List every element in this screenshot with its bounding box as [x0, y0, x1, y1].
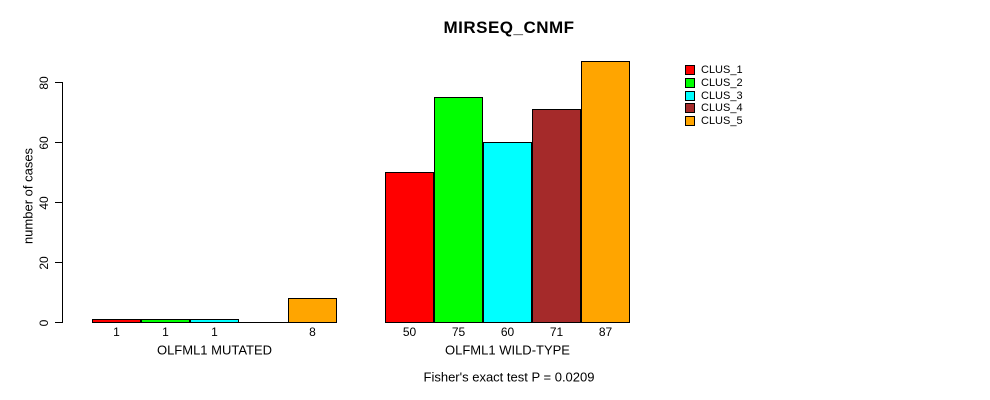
bar-value-label: 1 — [162, 325, 169, 339]
bar-clus_3-olfml1-mutated — [190, 319, 239, 323]
bar-value-label: 50 — [402, 325, 417, 339]
y-axis-tick — [55, 142, 62, 144]
legend-swatch-clus_1 — [685, 65, 695, 75]
legend-swatch-clus_5 — [685, 116, 695, 127]
legend-label-clus_5: CLUS_5 — [701, 115, 743, 128]
bar-clus_2-olfml1-wild-type — [434, 97, 483, 323]
bar-value-label: 8 — [309, 325, 316, 339]
bar-value-label: 1 — [113, 325, 120, 339]
bar-clus_2-olfml1-mutated — [141, 319, 190, 323]
group-label-0: OLFML1 MUTATED — [156, 342, 273, 358]
bar-value-label: 1 — [211, 325, 218, 339]
group-label-1: OLFML1 WILD-TYPE — [445, 342, 570, 358]
y-axis-tick — [55, 82, 62, 84]
bar-clus_5-olfml1-mutated — [288, 298, 337, 323]
legend-label-clus_4: CLUS_4 — [701, 102, 743, 115]
legend-label-clus_2: CLUS_2 — [701, 76, 743, 89]
legend-label-clus_1: CLUS_1 — [701, 64, 743, 76]
bar-value-label: 75 — [451, 325, 466, 339]
bar-clus_3-olfml1-wild-type — [483, 142, 532, 323]
bar-clus_1-olfml1-mutated — [92, 319, 141, 323]
y-axis-tick — [55, 202, 62, 204]
legend-swatch-clus_2 — [685, 77, 695, 88]
bar-clus_5-olfml1-wild-type — [581, 61, 630, 323]
chart-title: MIRSEQ_CNMF — [443, 18, 575, 37]
bar-value-label: 71 — [549, 325, 564, 339]
y-axis-tick — [55, 262, 62, 264]
zero-bar-clus_4-olfml1-mutated — [239, 322, 288, 324]
legend-label-clus_3: CLUS_3 — [701, 89, 743, 102]
legend-swatch-clus_4 — [685, 103, 695, 114]
bar-value-label: 60 — [500, 325, 515, 339]
bar-clus_4-olfml1-wild-type — [532, 109, 581, 323]
bar-value-label: 87 — [598, 325, 613, 339]
y-axis-tick — [55, 322, 62, 324]
legend-swatch-clus_3 — [685, 90, 695, 101]
fisher-test-annotation: Fisher's exact test P = 0.0209 — [423, 369, 595, 385]
bar-clus_1-olfml1-wild-type — [385, 172, 434, 323]
y-axis-line — [62, 82, 64, 323]
